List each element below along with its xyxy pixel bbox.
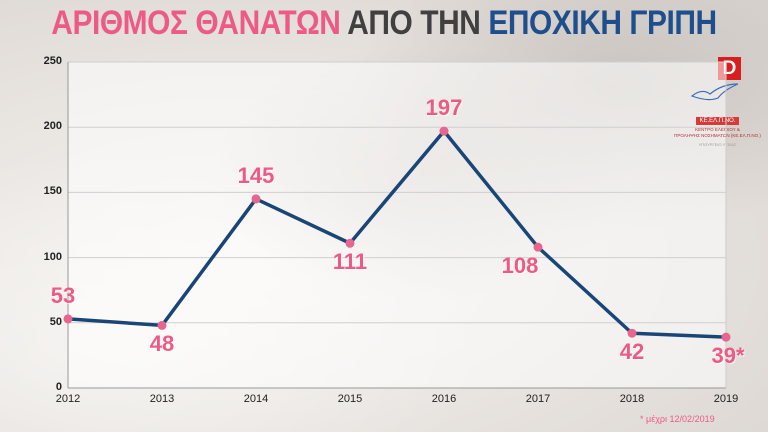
title-part-flu: ΕΠΟΧΙΚΗ ΓΡΙΠΗ bbox=[488, 4, 717, 42]
y-tick-label: 0 bbox=[55, 381, 62, 393]
logo-line1: ΚΕΝΤΡΟ ΕΛΕΓΧΟΥ & bbox=[695, 127, 740, 132]
x-tick-label: 2017 bbox=[525, 393, 551, 405]
keelpno-logo: ΚΕ.ΕΛ.Π.ΝΟ. ΚΕΝΤΡΟ ΕΛΕΓΧΟΥ & ΠΡΟΛΗΨΗΣ ΝΟ… bbox=[670, 82, 765, 152]
data-markers bbox=[63, 126, 731, 342]
data-point-label: 39* bbox=[711, 343, 745, 369]
x-tick-label: 2019 bbox=[713, 393, 739, 405]
page-title: ΑΡΙΘΜΟΣ ΘΑΝΑΤΩΝ ΑΠΟ ΤΗΝ ΕΠΟΧΙΚΗ ΓΡΙΠΗ bbox=[46, 4, 722, 43]
y-tick-label: 100 bbox=[43, 250, 62, 263]
x-tick-label: 2018 bbox=[619, 393, 645, 405]
y-tick-label: 150 bbox=[43, 185, 62, 198]
data-point-label: 108 bbox=[501, 253, 539, 279]
data-point-label: 145 bbox=[237, 162, 275, 188]
data-point-marker bbox=[157, 320, 167, 330]
deaths-line bbox=[67, 129, 727, 339]
y-tick-label: 250 bbox=[43, 55, 62, 67]
data-point-label: 197 bbox=[425, 95, 463, 121]
data-point-label: 53 bbox=[50, 282, 76, 308]
data-point-marker bbox=[627, 328, 637, 338]
logo-line3: ΥΠΟΥΡΓΕΙΟ ΥΓΕΙΑΣ bbox=[698, 142, 737, 147]
x-tick-label: 2012 bbox=[55, 393, 81, 405]
data-point-label: 48 bbox=[149, 331, 175, 357]
y-tick-label: 50 bbox=[49, 315, 62, 328]
data-point-marker bbox=[345, 238, 355, 248]
chart-plot-area bbox=[68, 62, 726, 388]
y-tick-label: 200 bbox=[43, 120, 62, 133]
footnote: * μέχρι 12/02/2019 bbox=[640, 414, 715, 424]
title-part-from: ΑΠΟ ΤΗΝ bbox=[347, 4, 481, 42]
title-part-deaths: ΑΡΙΘΜΟΣ ΘΑΝΑΤΩΝ bbox=[51, 4, 341, 42]
data-point-marker bbox=[63, 314, 73, 324]
data-point-marker bbox=[721, 332, 731, 342]
x-tick-label: 2014 bbox=[243, 393, 269, 405]
data-point-marker bbox=[439, 126, 449, 136]
data-point-label: 42 bbox=[619, 339, 645, 365]
logo-line2: ΠΡΟΛΗΨΗΣ ΝΟΣΗΜΑΤΩΝ (ΚΕ.ΕΛ.Π.ΝΟ.) bbox=[674, 133, 761, 138]
dove-icon bbox=[690, 83, 738, 101]
logo-badge: ΚΕ.ΕΛ.Π.ΝΟ. bbox=[696, 117, 739, 125]
gridlines bbox=[68, 61, 726, 324]
data-point-marker bbox=[533, 242, 543, 252]
x-tick-label: 2015 bbox=[337, 393, 363, 405]
data-point-marker bbox=[251, 194, 261, 204]
x-tick-label: 2016 bbox=[431, 393, 457, 405]
x-tick-label: 2013 bbox=[149, 393, 175, 405]
data-point-label: 111 bbox=[332, 249, 368, 275]
